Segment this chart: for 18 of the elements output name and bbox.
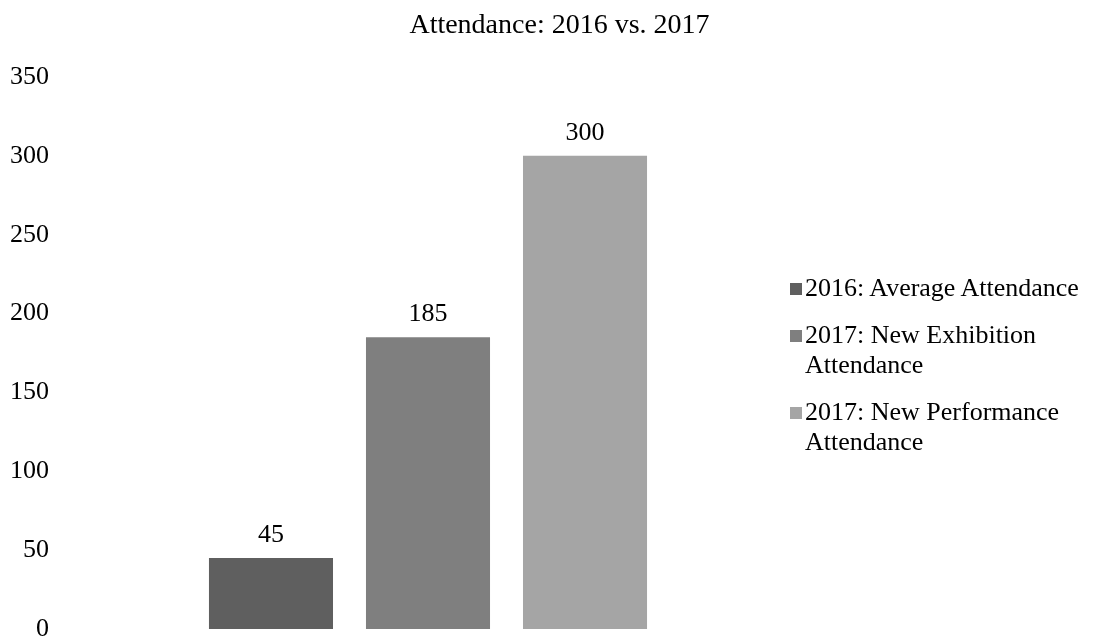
bar xyxy=(522,155,648,629)
y-tick-label: 250 xyxy=(10,218,49,248)
bar xyxy=(365,337,491,629)
data-label: 45 xyxy=(257,519,284,549)
legend-label: 2017: New Performance Attendance xyxy=(805,397,1061,457)
legend-label: 2017: New Exhibition Attendance xyxy=(805,320,1038,380)
data-label: 185 xyxy=(408,298,448,328)
chart-title: Attendance: 2016 vs. 2017 xyxy=(408,8,711,40)
data-label: 300 xyxy=(565,116,605,146)
y-tick-label: 50 xyxy=(23,533,49,563)
y-tick-label: 100 xyxy=(10,455,49,485)
legend-label: 2016: Average Attendance xyxy=(805,273,1080,303)
y-tick-label: 200 xyxy=(10,297,49,327)
y-tick-label: 150 xyxy=(10,376,49,406)
y-tick-label: 0 xyxy=(36,612,49,639)
y-tick-label: 300 xyxy=(10,139,49,169)
bar xyxy=(208,558,334,629)
y-tick-label: 350 xyxy=(10,60,49,90)
